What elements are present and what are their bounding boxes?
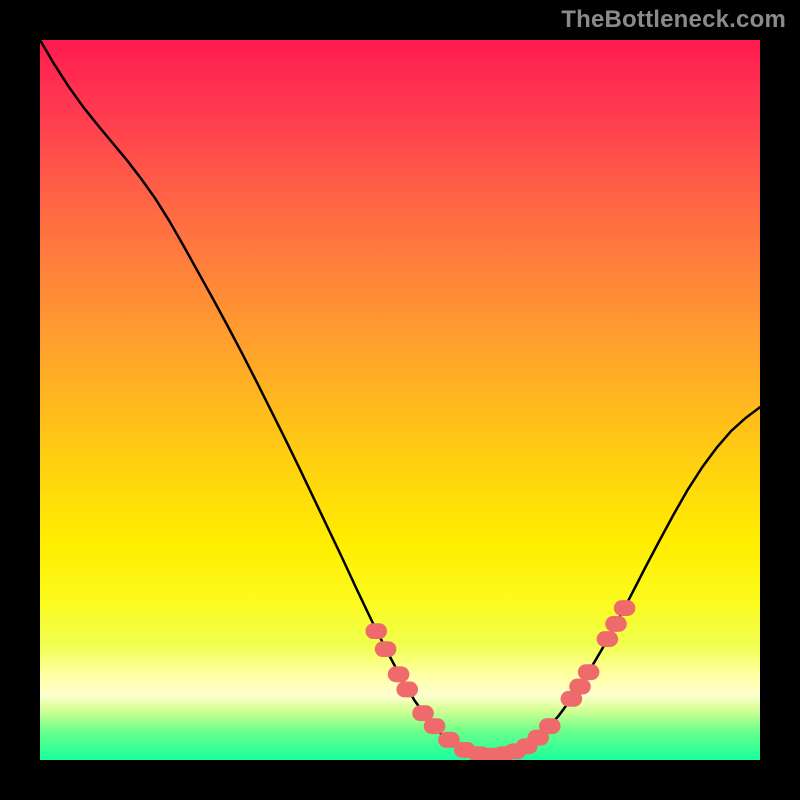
watermark-text: TheBottleneck.com xyxy=(561,6,786,34)
curve-marker xyxy=(539,718,561,734)
plot-area xyxy=(40,40,760,760)
curve-marker xyxy=(396,682,418,698)
curve-marker xyxy=(365,623,387,639)
curve-marker xyxy=(605,616,627,632)
chart-svg xyxy=(40,40,760,760)
chart-frame: TheBottleneck.com xyxy=(0,0,800,800)
curve-marker xyxy=(375,641,397,657)
curve-marker xyxy=(388,666,410,682)
curve-marker xyxy=(614,600,636,616)
curve-marker xyxy=(597,631,619,647)
curve-marker xyxy=(424,718,446,734)
gradient-background xyxy=(40,40,760,760)
curve-marker xyxy=(578,664,600,680)
curve-marker xyxy=(569,679,591,695)
